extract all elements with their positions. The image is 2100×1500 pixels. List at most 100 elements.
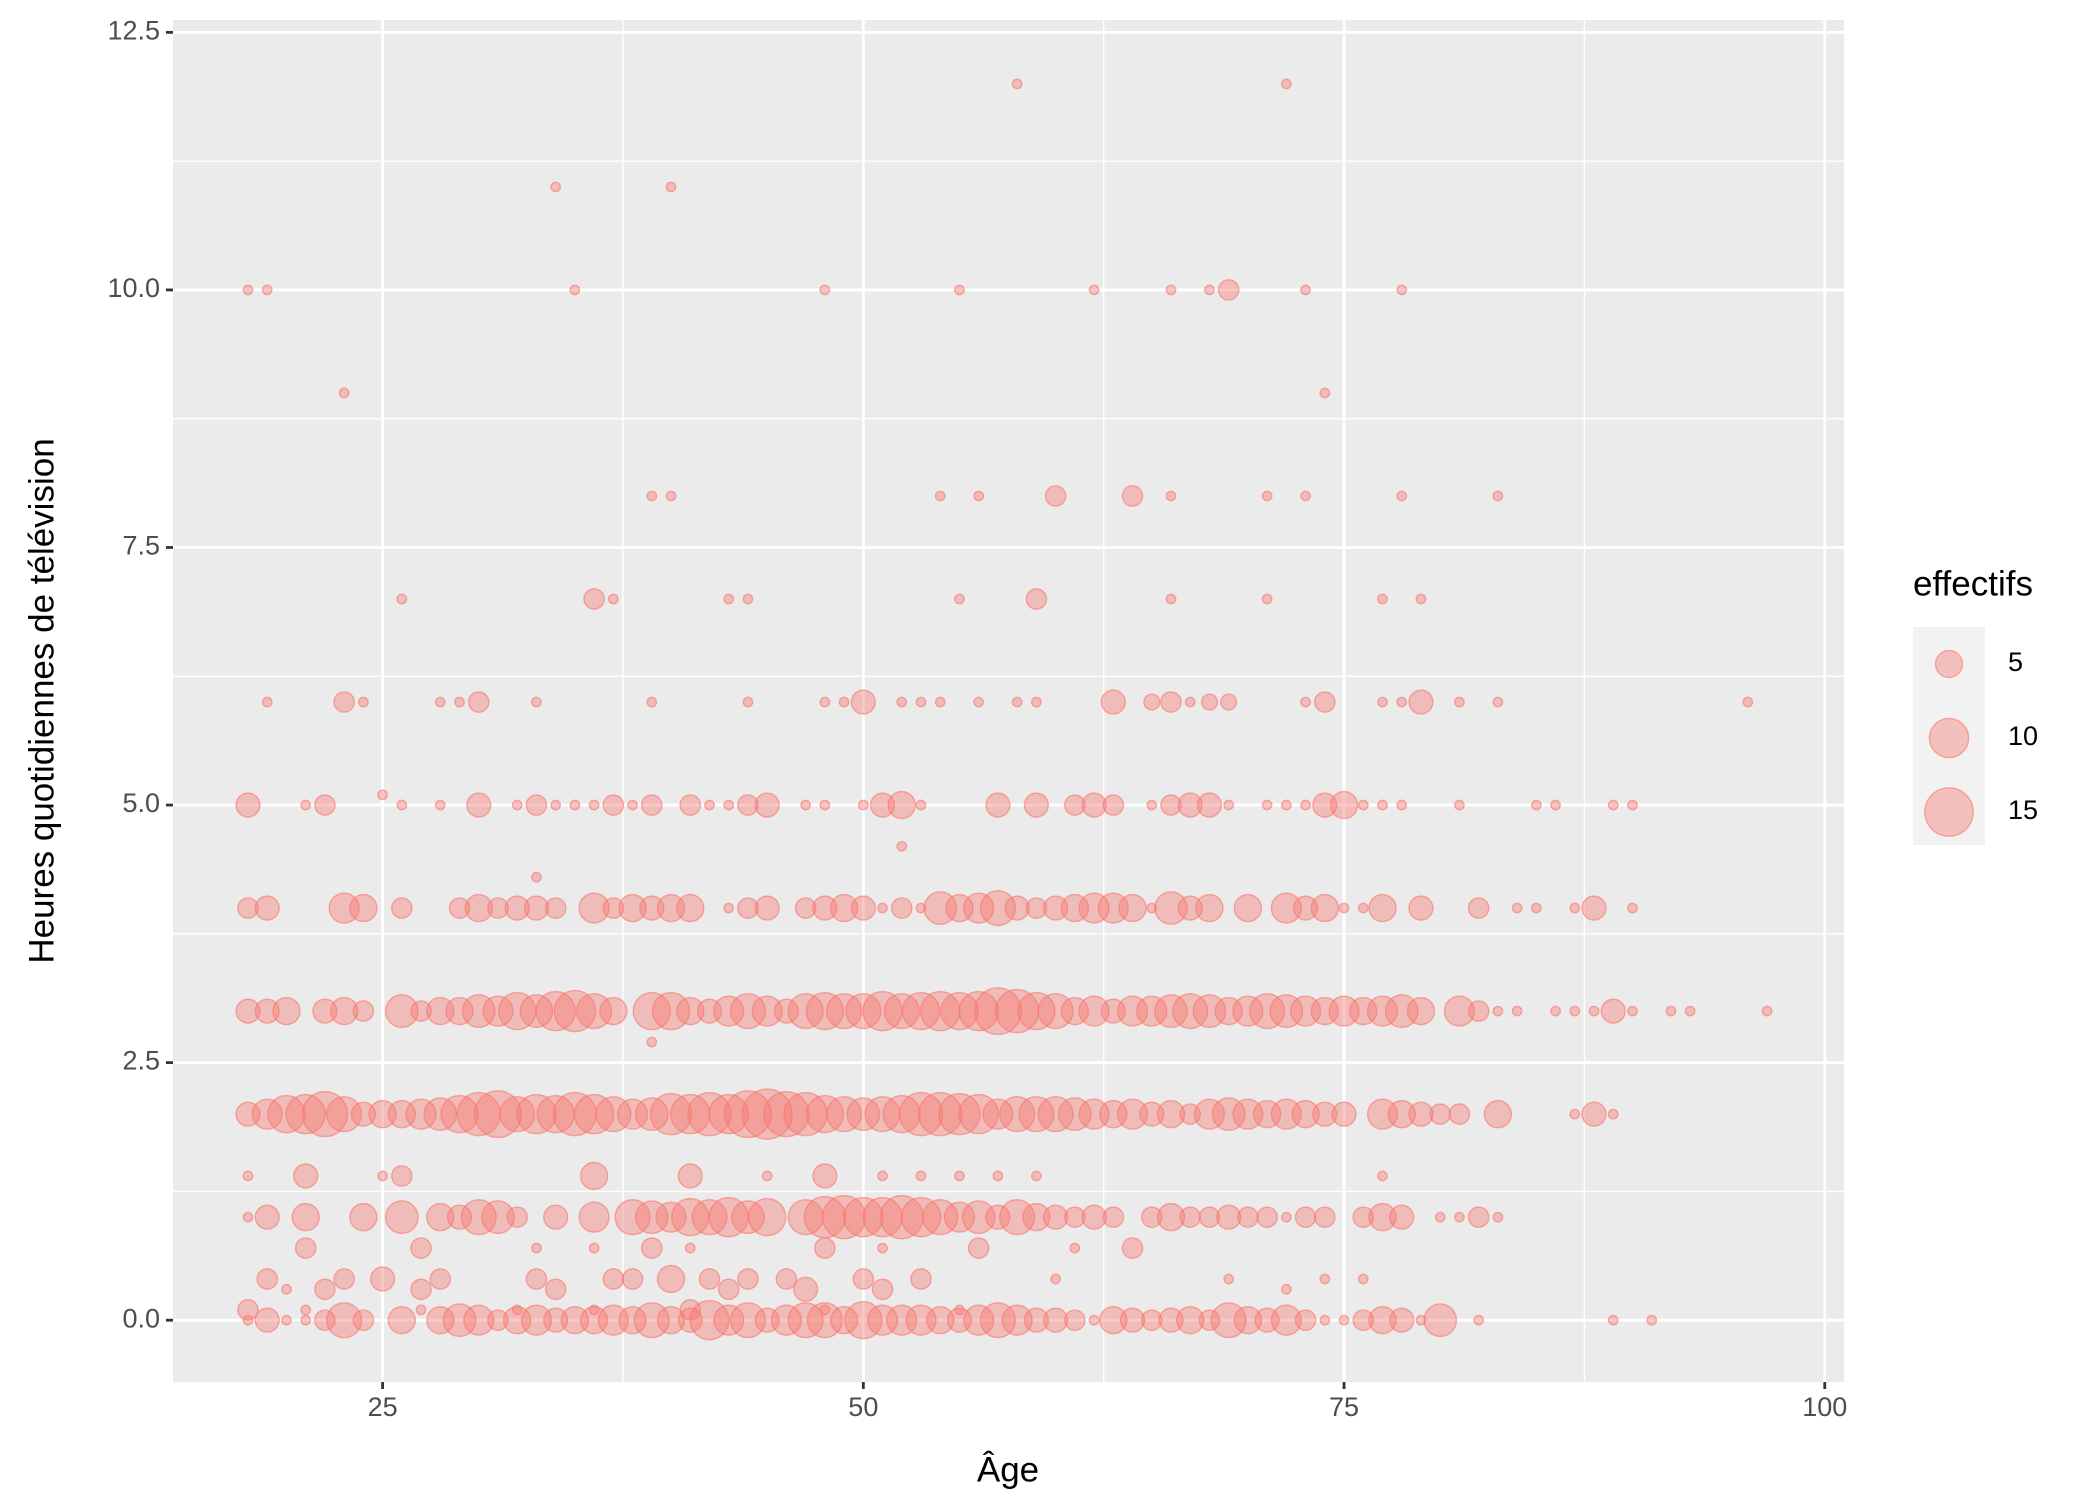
bubble (235, 998, 261, 1024)
bubble (1060, 996, 1090, 1026)
bubble (440, 1094, 479, 1134)
bubble (426, 1202, 455, 1232)
bubble (391, 1165, 413, 1187)
bubble (1223, 1273, 1235, 1285)
bubble (723, 902, 735, 914)
bubble (805, 991, 845, 1031)
bubble (1044, 485, 1067, 507)
bubble (261, 696, 273, 708)
bubble (1030, 1170, 1042, 1182)
y-tick-label: 7.5 (122, 531, 160, 561)
bubble (1607, 1314, 1619, 1326)
bubble (602, 794, 625, 816)
bubble (544, 897, 567, 919)
bubble (1184, 696, 1196, 708)
bubble (646, 490, 658, 502)
bubble (511, 799, 523, 811)
bubble (595, 1096, 632, 1133)
bubble (1368, 1202, 1397, 1232)
axes: 25 50 75 100 0.0 2.5 5.0 7.5 10.0 12.5 (107, 15, 1847, 1422)
bubble (1211, 1097, 1246, 1132)
bubble (1581, 1101, 1607, 1127)
bubble (985, 792, 1011, 818)
bubble (846, 1097, 881, 1132)
bubble (473, 1090, 523, 1139)
bubble (1204, 284, 1215, 296)
bubble (235, 792, 261, 818)
bubble (1256, 1206, 1278, 1228)
bubble (544, 1278, 567, 1301)
bubble (742, 696, 754, 708)
bubble (882, 1094, 922, 1134)
bubble (676, 996, 705, 1026)
bubble (531, 696, 542, 708)
bubble (1088, 284, 1100, 296)
bubble (300, 799, 312, 811)
bubble (487, 1309, 509, 1332)
bubble (583, 588, 605, 610)
bubble (531, 871, 542, 883)
bubble (896, 696, 908, 708)
bubble (751, 995, 783, 1027)
bubble (1312, 792, 1338, 818)
bubble (314, 1309, 336, 1332)
bubble (982, 1098, 1014, 1130)
bubble (525, 794, 548, 816)
bubble (1081, 1204, 1107, 1230)
bubble (1146, 902, 1158, 914)
x-tick-label: 50 (848, 1392, 878, 1422)
bubble (326, 1096, 363, 1133)
bubble (578, 1201, 610, 1233)
bubble (1448, 1103, 1471, 1125)
bubble (934, 490, 946, 502)
bubble (1588, 1005, 1600, 1017)
bubble (434, 696, 446, 708)
bubble (754, 895, 780, 921)
bubble (1099, 1305, 1128, 1335)
bubble (1646, 1314, 1658, 1326)
bubble (1665, 1005, 1677, 1017)
bubble (301, 1090, 349, 1138)
bubble (1569, 1005, 1581, 1017)
bubble (261, 284, 273, 296)
bubble (1581, 895, 1607, 921)
bubble (896, 840, 908, 852)
bubble (1434, 1211, 1446, 1223)
bubble (242, 284, 254, 296)
x-tick-label: 100 (1802, 1392, 1847, 1422)
bubble (1396, 284, 1408, 296)
bubble (588, 1242, 600, 1254)
bubble (1300, 284, 1311, 296)
bubble (689, 1299, 730, 1341)
y-tick-label: 12.5 (107, 15, 160, 45)
bubble (679, 794, 702, 816)
bubble (1154, 994, 1188, 1029)
bubble (506, 1206, 529, 1228)
bubble (1313, 691, 1336, 713)
bubble (737, 794, 759, 816)
bubble (812, 1163, 838, 1189)
bubble (1408, 1101, 1434, 1127)
bubble (1569, 1108, 1581, 1120)
bubble (943, 1201, 976, 1233)
bubble (1492, 490, 1504, 502)
bubble (1146, 799, 1158, 811)
bubble (504, 895, 530, 921)
bubble (742, 593, 754, 605)
bubble (890, 897, 913, 919)
bubble (1177, 895, 1203, 921)
bubble (1018, 1096, 1055, 1133)
bubble (461, 994, 496, 1029)
bubble (1140, 1206, 1163, 1228)
bubble (915, 696, 927, 708)
y-tick-label: 5.0 (122, 788, 160, 818)
bubble (1233, 1305, 1263, 1335)
bubble (992, 1170, 1004, 1182)
bubble (814, 1237, 836, 1259)
legend-label: 15 (2008, 795, 2038, 825)
bubble (1121, 485, 1144, 507)
bubble (1312, 1101, 1338, 1127)
bubble (922, 1199, 959, 1236)
bubble (357, 696, 369, 708)
bubble (1429, 1103, 1452, 1125)
